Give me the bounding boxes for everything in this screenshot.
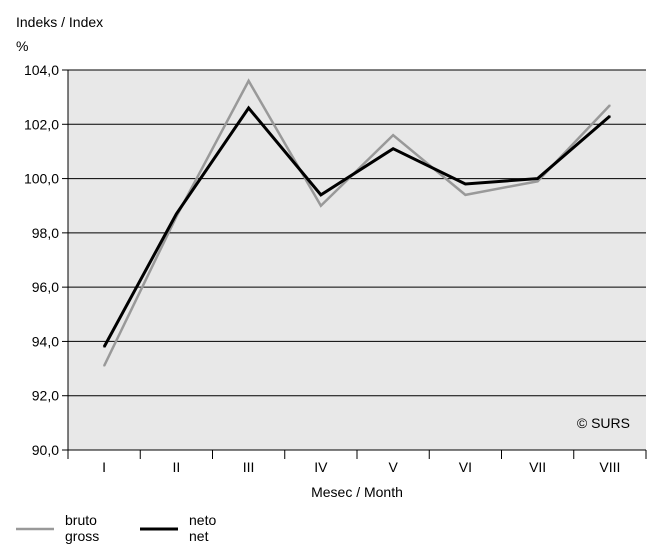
- legend-label: net: [189, 528, 209, 544]
- data-point: [103, 346, 105, 348]
- x-tick-label: V: [388, 459, 398, 475]
- series-lines: [102, 78, 611, 367]
- gridlines: [68, 69, 646, 397]
- unit-label: %: [16, 38, 28, 54]
- legend-label: gross: [65, 528, 99, 544]
- y-tick-label: 90,0: [32, 442, 59, 458]
- y-tick-label: 102,0: [24, 116, 59, 132]
- x-axis-title: Mesec / Month: [311, 484, 403, 500]
- data-point: [392, 134, 394, 136]
- x-tick-label: VIII: [599, 459, 620, 475]
- legend-label: neto: [189, 512, 216, 528]
- data-point: [464, 183, 467, 185]
- plot-area: [68, 70, 646, 450]
- x-axis-ticks: I II III IV V VI VII VIII: [67, 450, 647, 475]
- y-tick-label: 104,0: [24, 62, 59, 78]
- data-point: [247, 80, 250, 82]
- data-point: [609, 115, 611, 117]
- y-axis-ticks: 90,0 92,0 94,0 96,0 98,0 100,0 102,0 104,0: [24, 62, 68, 458]
- series-line-neto: [102, 105, 611, 348]
- data-point: [175, 213, 178, 215]
- x-tick-label: IV: [314, 459, 328, 475]
- y-tick-label: 98,0: [32, 225, 59, 241]
- y-tick-label: 96,0: [32, 279, 59, 295]
- data-point: [320, 204, 322, 207]
- x-tick-label: I: [102, 459, 106, 475]
- data-point: [320, 194, 322, 196]
- copyright-label: © SURS: [577, 415, 630, 431]
- data-point: [536, 180, 539, 183]
- data-point: [536, 177, 539, 180]
- data-point: [464, 194, 467, 196]
- data-point: [392, 147, 394, 150]
- legend-label: bruto: [65, 512, 97, 528]
- y-tick-label: 92,0: [32, 388, 59, 404]
- x-tick-label: VII: [529, 459, 546, 475]
- data-point: [609, 104, 611, 107]
- chart-title: Indeks / Index: [16, 14, 103, 30]
- data-point: [247, 107, 250, 109]
- data-point: [103, 365, 105, 367]
- x-tick-label: VI: [459, 459, 472, 475]
- x-tick-label: III: [243, 459, 255, 475]
- x-tick-label: II: [172, 459, 180, 475]
- y-tick-label: 100,0: [24, 171, 59, 187]
- y-tick-label: 94,0: [32, 333, 59, 349]
